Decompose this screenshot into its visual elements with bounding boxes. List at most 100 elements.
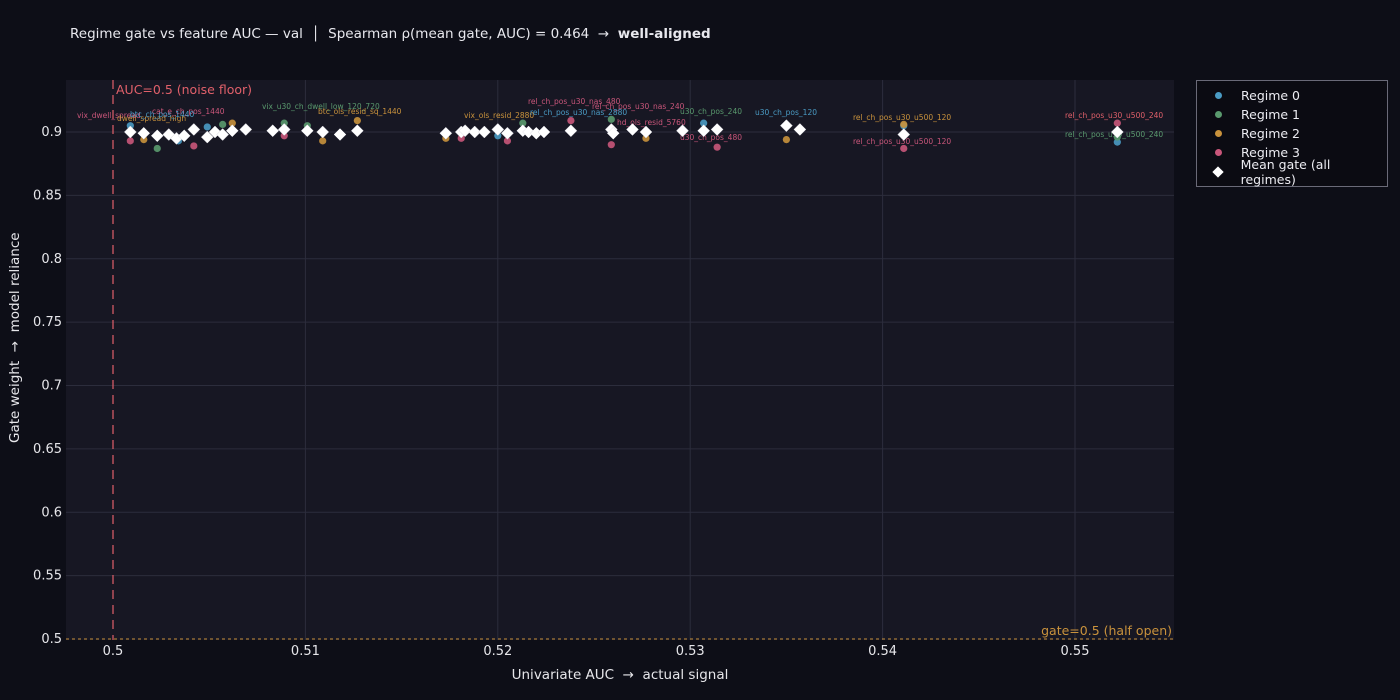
mean-gate-point[interactable] bbox=[239, 123, 253, 136]
mean-gate-point[interactable] bbox=[477, 125, 491, 139]
mean-gate-point[interactable] bbox=[697, 124, 711, 138]
mean-gate-point[interactable] bbox=[639, 125, 653, 139]
mean-gate-point[interactable] bbox=[177, 129, 191, 143]
mean-gate-point[interactable] bbox=[676, 124, 689, 138]
dot-icon bbox=[1214, 92, 1222, 99]
legend-item-mean-gate[interactable]: Mean gate (all regimes) bbox=[1207, 157, 1387, 187]
legend: Regime 0 Regime 1 Regime 2 Regime 3 Mean… bbox=[1196, 80, 1388, 187]
point-label: hd_ols_resid_5760 bbox=[617, 118, 686, 127]
mean-gate-point[interactable] bbox=[225, 124, 239, 138]
mean-gate-point[interactable] bbox=[266, 124, 280, 138]
x-tick-label: 0.51 bbox=[291, 644, 320, 659]
point-label: btc_ols_resid_sq_1440 bbox=[318, 107, 402, 116]
legend-item-regime-1[interactable]: Regime 1 bbox=[1207, 105, 1300, 124]
regime-point[interactable] bbox=[782, 136, 791, 144]
dot-icon bbox=[1214, 111, 1222, 118]
x-tick-label: 0.53 bbox=[676, 644, 705, 659]
regime-point[interactable] bbox=[1113, 119, 1121, 127]
dot-icon bbox=[1214, 149, 1222, 156]
regime-point[interactable] bbox=[1113, 138, 1121, 146]
mean-gate-point[interactable] bbox=[123, 125, 137, 139]
mean-gate-point[interactable] bbox=[564, 124, 578, 138]
y-tick-label: 0.6 bbox=[41, 505, 62, 520]
plot-area bbox=[66, 80, 1174, 640]
regime-point[interactable] bbox=[219, 120, 227, 128]
mean-gate-point[interactable] bbox=[300, 124, 314, 138]
y-tick-label: 0.85 bbox=[33, 188, 62, 203]
mean-gate-point[interactable] bbox=[150, 129, 164, 143]
legend-item-regime-0[interactable]: Regime 0 bbox=[1207, 86, 1300, 105]
y-tick-label: 0.8 bbox=[41, 252, 62, 267]
mean-gate-point[interactable] bbox=[200, 130, 214, 144]
x-tick-label: 0.52 bbox=[483, 644, 512, 659]
y-tick-label: 0.5 bbox=[41, 632, 62, 647]
mean-gate-point[interactable] bbox=[468, 125, 482, 139]
mean-gate-point[interactable] bbox=[333, 128, 347, 141]
regime-point[interactable] bbox=[713, 143, 721, 151]
x-tick-label: 0.55 bbox=[1061, 644, 1090, 659]
mean-gate-point[interactable] bbox=[187, 123, 201, 136]
y-axis-label: Gate weight → model reliance bbox=[7, 232, 23, 443]
mean-gate-point[interactable] bbox=[216, 128, 230, 141]
point-label: u30_ch_pos_480 bbox=[680, 133, 742, 142]
mean-gate-point[interactable] bbox=[626, 123, 639, 136]
y-tick-label: 0.65 bbox=[33, 442, 62, 457]
mean-gate-point[interactable] bbox=[137, 126, 151, 140]
regime-point[interactable] bbox=[503, 137, 512, 145]
mean-gate-point[interactable] bbox=[710, 123, 724, 136]
point-label: u30_ch_pos_240 bbox=[680, 107, 742, 116]
regime-point[interactable] bbox=[153, 144, 161, 153]
x-tick-label: 0.5 bbox=[103, 644, 124, 659]
regime-point[interactable] bbox=[607, 115, 615, 123]
point-label: rel_ch_pos_u30_u500_120 bbox=[853, 113, 951, 122]
mean-gate-point[interactable] bbox=[780, 119, 793, 133]
y-tick-label: 0.7 bbox=[41, 379, 62, 394]
regime-point[interactable] bbox=[319, 137, 327, 145]
point-label: rel_ch_pos_u30_u500_120 bbox=[853, 137, 951, 146]
point-label: vix_ols_resid_2880 bbox=[464, 111, 534, 120]
mean-gate-point[interactable] bbox=[522, 125, 535, 139]
regime-point[interactable] bbox=[353, 116, 361, 125]
regime-point[interactable] bbox=[126, 137, 134, 145]
mean-gate-point[interactable] bbox=[458, 124, 472, 138]
regime-point[interactable] bbox=[519, 119, 527, 127]
regime-point[interactable] bbox=[900, 144, 908, 153]
mean-gate-point[interactable] bbox=[491, 123, 505, 136]
y-tick-label: 0.75 bbox=[33, 315, 62, 330]
mean-gate-point[interactable] bbox=[350, 124, 364, 138]
point-label: cat_e_ch_pos_1440 bbox=[152, 107, 225, 116]
mean-gate-point[interactable] bbox=[793, 123, 807, 136]
x-axis-label: Univariate AUC → actual signal bbox=[511, 667, 729, 683]
mean-gate-point[interactable] bbox=[606, 126, 620, 140]
title-text: Regime gate vs feature AUC — val │ Spear… bbox=[70, 26, 618, 42]
regime-point[interactable] bbox=[203, 123, 211, 131]
regime-point[interactable] bbox=[700, 119, 708, 127]
mean-gate-point[interactable] bbox=[501, 126, 514, 140]
x-tick-label: 0.54 bbox=[868, 644, 897, 659]
legend-item-regime-3[interactable]: Regime 3 bbox=[1207, 143, 1300, 162]
point-label: u30_ch_pos_120 bbox=[755, 108, 817, 117]
mean-gate-point[interactable] bbox=[277, 123, 291, 136]
dot-icon bbox=[1214, 130, 1222, 137]
y-tick-label: 0.55 bbox=[33, 569, 62, 584]
point-label: vix_dwell_spread bbox=[77, 111, 141, 120]
regime-point[interactable] bbox=[607, 141, 615, 149]
chart-title: Regime gate vs feature AUC — val │ Spear… bbox=[70, 26, 711, 42]
mean-gate-point[interactable] bbox=[537, 125, 551, 139]
regime-point[interactable] bbox=[900, 120, 908, 128]
regime-point[interactable] bbox=[190, 142, 198, 150]
point-label: rel_ch_pos_u30_nas_480 bbox=[528, 97, 621, 106]
point-label: rel_ch_pos_u30_nas_240 bbox=[592, 102, 685, 111]
noise-floor-label: AUC=0.5 (noise floor) bbox=[116, 82, 252, 97]
regime-point[interactable] bbox=[228, 119, 236, 127]
mean-gate-point[interactable] bbox=[897, 128, 911, 141]
mean-gate-point[interactable] bbox=[439, 126, 453, 140]
mean-gate-point[interactable] bbox=[316, 125, 330, 139]
mean-gate-point[interactable] bbox=[1110, 125, 1124, 139]
point-label: rel_ch_pos_u30_nas_2880 bbox=[530, 108, 627, 117]
point-label: dwell_spread_high bbox=[117, 114, 186, 123]
half-open-label: gate=0.5 (half open) bbox=[1041, 623, 1172, 638]
regime-point[interactable] bbox=[567, 116, 575, 125]
legend-item-regime-2[interactable]: Regime 2 bbox=[1207, 124, 1300, 143]
